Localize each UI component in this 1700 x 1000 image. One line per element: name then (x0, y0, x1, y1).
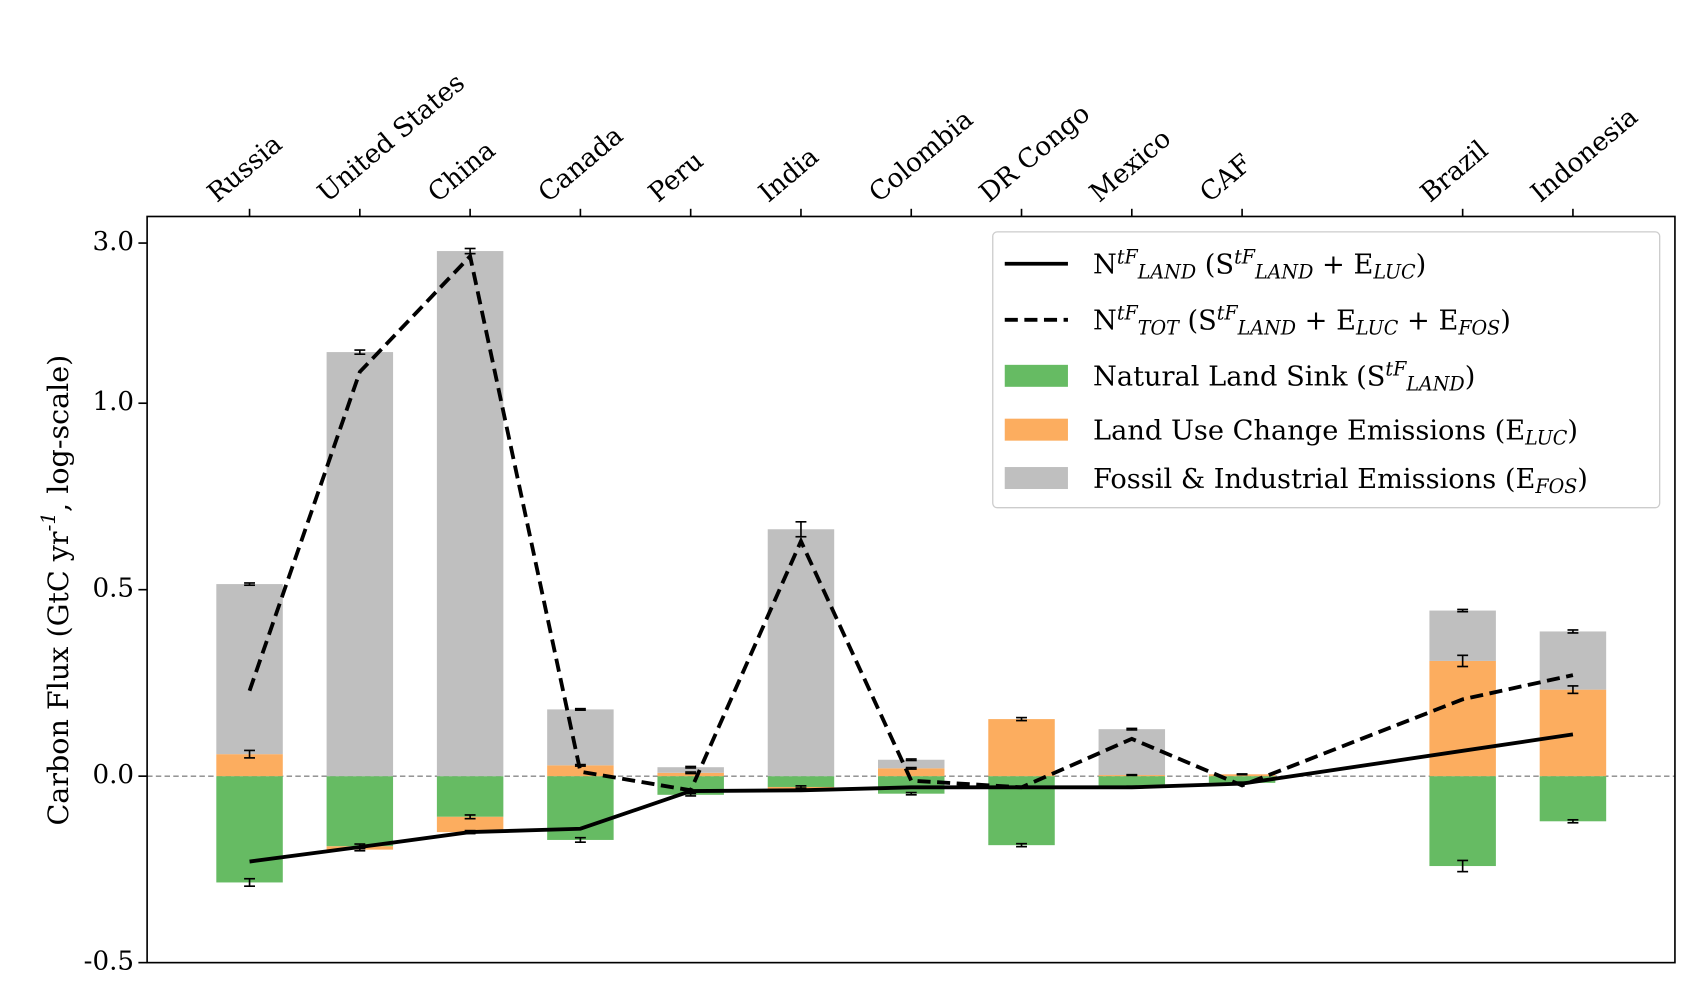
legend-swatch (1004, 418, 1068, 441)
bar (1539, 776, 1607, 822)
error-bar (1567, 685, 1579, 695)
x-tick-label: Mexico (1084, 124, 1177, 209)
bar (547, 765, 614, 777)
plot-frame (146, 215, 1676, 964)
bar (436, 251, 504, 777)
x-tick-label: Peru (643, 146, 709, 209)
x-tick-label: Indonesia (1526, 102, 1644, 209)
bar (1429, 610, 1496, 661)
error-bar (1016, 716, 1027, 722)
legend-swatch (1004, 467, 1068, 490)
y-axis-label: Carbon Flux (GtC yr-1, log-scale) (37, 355, 75, 826)
error-bar (244, 877, 255, 888)
bar (767, 529, 835, 777)
error-bar (1567, 818, 1579, 824)
bar (216, 584, 283, 755)
bar (1208, 776, 1276, 783)
bar (547, 709, 614, 766)
x-tick-label: Canada (533, 121, 629, 209)
x-tick-label: Brazil (1415, 135, 1494, 208)
bar (436, 816, 504, 833)
x-tick-label: India (754, 142, 825, 209)
error-bar (1457, 859, 1469, 873)
error-bar (574, 707, 586, 711)
legend-swatch (1004, 364, 1068, 387)
error-bar (1126, 773, 1138, 777)
error-bar (685, 765, 697, 769)
error-bar (464, 814, 476, 820)
bar (988, 719, 1055, 777)
legend: NtFLAND (StFLAND + ELUC) NtFTOT (StFLAND … (992, 231, 1661, 509)
bar (657, 772, 724, 777)
legend-label: Natural Land Sink (StFLAND) (1093, 357, 1475, 395)
bar (216, 754, 283, 777)
error-bar (1567, 629, 1579, 634)
x-tick-label: Russia (202, 129, 288, 209)
legend-label: Fossil & Industrial Emissions (EFOS) (1093, 464, 1588, 498)
bar (216, 776, 283, 883)
bar (1429, 776, 1496, 867)
bar (436, 776, 504, 817)
y-tick-label: -0.5 (84, 947, 134, 977)
bar (1539, 689, 1607, 777)
error-bar (354, 349, 366, 355)
bar (326, 352, 394, 777)
bar (767, 776, 835, 787)
bar (657, 767, 724, 773)
bar (1429, 660, 1496, 777)
legend-label: Land Use Change Emissions (ELUC) (1093, 415, 1578, 449)
line-series (247, 252, 1574, 793)
y-tick-label: 0.5 (92, 574, 134, 604)
x-tick-label: China (423, 135, 502, 208)
x-tick-label: CAF (1195, 149, 1258, 209)
bar (878, 759, 945, 769)
legend-label: NtFTOT (StFLAND + ELUC + EFOS) (1093, 301, 1511, 339)
error-bar (1016, 842, 1027, 848)
y-tick-label: 0.0 (92, 760, 134, 790)
bar (326, 776, 394, 847)
bar (878, 768, 945, 777)
error-bar (1236, 773, 1248, 776)
bar (1098, 776, 1166, 787)
error-bar (1457, 654, 1469, 668)
line-series (249, 732, 1574, 864)
error-bar (905, 758, 917, 762)
x-tick-label: Colombia (864, 104, 979, 208)
y-tick-label: 1.0 (92, 387, 134, 417)
error-bar (244, 582, 255, 587)
y-tick-label: 3.0 (92, 227, 134, 257)
legend-box (992, 231, 1661, 509)
error-bar (1457, 608, 1469, 613)
bar (1098, 729, 1166, 776)
error-bar (905, 791, 917, 796)
error-bar (685, 771, 697, 775)
error-bar (574, 836, 586, 843)
error-bar (244, 749, 255, 759)
error-bar (1126, 727, 1138, 731)
x-tick-label: DR Congo (974, 99, 1096, 209)
legend-label: NtFLAND (StFLAND + ELUC) (1093, 245, 1426, 283)
